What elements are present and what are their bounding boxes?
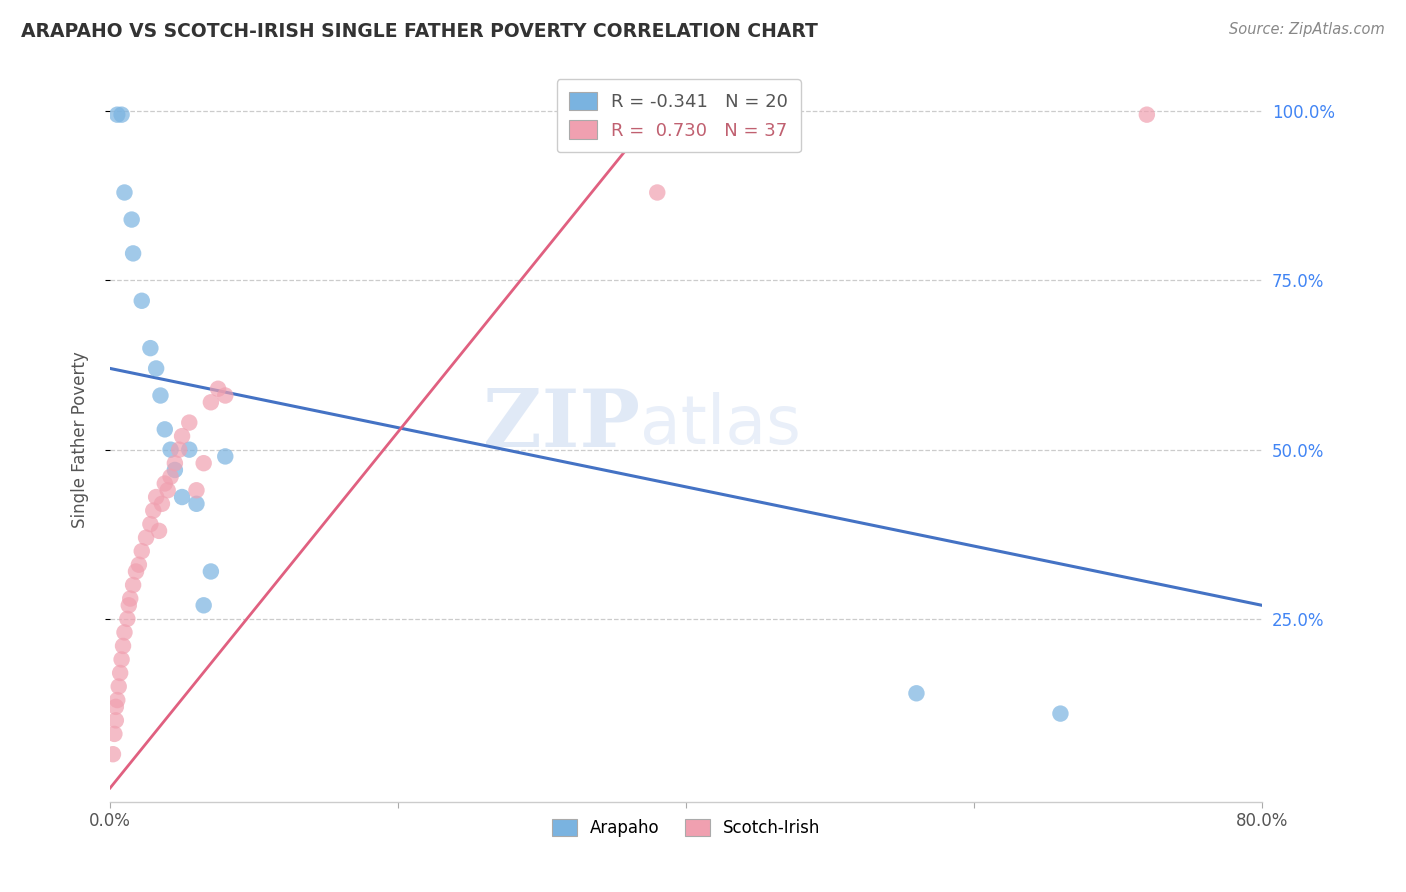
Point	[200, 395, 222, 409]
Point	[139, 517, 162, 532]
Point	[108, 665, 131, 680]
Point	[135, 531, 157, 545]
Point	[159, 469, 181, 483]
Point	[207, 382, 229, 396]
Point	[170, 490, 193, 504]
Point	[114, 625, 136, 640]
Point	[159, 442, 181, 457]
Point	[110, 108, 132, 122]
Point	[104, 699, 127, 714]
Point	[193, 599, 215, 613]
Point	[107, 680, 129, 694]
Point	[186, 483, 208, 498]
Point	[148, 524, 170, 538]
Point	[153, 422, 176, 436]
Point	[179, 416, 201, 430]
Point	[170, 429, 193, 443]
Point	[149, 388, 172, 402]
Point	[101, 747, 124, 762]
Point	[121, 212, 143, 227]
Point	[131, 293, 153, 308]
Text: atlas: atlas	[640, 392, 801, 458]
Point	[128, 558, 150, 572]
Point	[186, 497, 208, 511]
Point	[179, 442, 201, 457]
Point	[103, 727, 125, 741]
Point	[150, 497, 173, 511]
Point	[214, 450, 236, 464]
Point	[118, 599, 141, 613]
Point	[145, 490, 167, 504]
Point	[139, 341, 162, 355]
Point	[200, 565, 222, 579]
Point	[905, 686, 928, 700]
Point	[145, 361, 167, 376]
Text: ZIP: ZIP	[484, 386, 640, 464]
Point	[104, 714, 127, 728]
Point	[122, 246, 145, 260]
Point	[105, 693, 128, 707]
Point	[163, 463, 186, 477]
Point	[120, 591, 142, 606]
Point	[122, 578, 145, 592]
Text: ARAPAHO VS SCOTCH-IRISH SINGLE FATHER POVERTY CORRELATION CHART: ARAPAHO VS SCOTCH-IRISH SINGLE FATHER PO…	[21, 22, 818, 41]
Point	[193, 456, 215, 470]
Point	[645, 186, 668, 200]
Point	[167, 442, 190, 457]
Point	[117, 612, 139, 626]
Text: Source: ZipAtlas.com: Source: ZipAtlas.com	[1229, 22, 1385, 37]
Point	[114, 186, 136, 200]
Point	[214, 388, 236, 402]
Point	[153, 476, 176, 491]
Legend: Arapaho, Scotch-Irish: Arapaho, Scotch-Irish	[546, 813, 827, 844]
Point	[131, 544, 153, 558]
Point	[125, 565, 148, 579]
Point	[105, 108, 128, 122]
Point	[156, 483, 179, 498]
Y-axis label: Single Father Poverty: Single Father Poverty	[72, 351, 89, 528]
Point	[112, 639, 135, 653]
Point	[1136, 108, 1159, 122]
Point	[142, 503, 165, 517]
Point	[1049, 706, 1071, 721]
Point	[163, 456, 186, 470]
Point	[110, 652, 132, 666]
